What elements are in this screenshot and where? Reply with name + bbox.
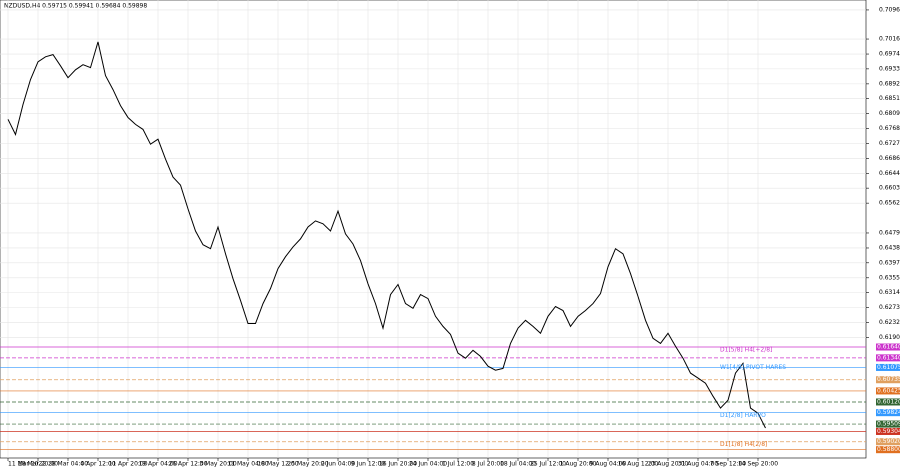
- plot-frame: [0, 0, 867, 459]
- x-tick-label: 24 Jun 04:00: [409, 461, 447, 468]
- x-tick-label: 9 Aug 04:00: [590, 461, 627, 468]
- x-tick-label: 25 May 20:00: [287, 461, 328, 468]
- x-tick-label: 1 Jul 12:00: [442, 461, 474, 468]
- price-box-label: 0.59509: [877, 421, 900, 428]
- price-box-label: 0.58800: [877, 446, 900, 453]
- price-box: [876, 427, 900, 435]
- x-tick-label: 8 Jul 20:00: [472, 461, 504, 468]
- y-tick-label: 0.70965: [879, 6, 900, 13]
- price-box: [876, 420, 900, 428]
- price-box: [876, 446, 900, 454]
- level-annotation: D1[2/8] HARVO: [720, 412, 766, 419]
- price-box-label: 0.59020: [877, 438, 900, 445]
- x-tick-label: 16 Jun 20:00: [379, 461, 417, 468]
- price-box-label: 0.60735: [877, 376, 900, 383]
- x-tick-label: 4 Apr 12:00: [80, 461, 115, 468]
- y-tick-label: 0.68095: [879, 110, 900, 117]
- x-tick-label: 18 May 12:00: [257, 461, 298, 468]
- price-box: [876, 363, 900, 371]
- y-tick-label: 0.61905: [879, 334, 900, 341]
- x-tick-label: 19 Apr 04:00: [138, 461, 177, 468]
- y-tick-label: 0.69335: [879, 65, 900, 72]
- y-tick-label: 0.69745: [879, 51, 900, 58]
- x-tick-label: 25 Jul 12:00: [530, 461, 566, 468]
- x-tick-label: 11 Mar 2022: [8, 461, 46, 468]
- y-tick-label: 0.64795: [879, 229, 900, 236]
- x-tick-label: 23 Aug 20:00: [648, 461, 689, 468]
- y-tick-label: 0.67685: [879, 125, 900, 132]
- price-box: [876, 387, 900, 395]
- x-tick-label: 28 Mar 04:00: [48, 461, 88, 468]
- x-tick-label: 11 May 04:00: [227, 461, 268, 468]
- price-box-label: 0.59304: [877, 428, 900, 435]
- y-tick-label: 0.63145: [879, 289, 900, 296]
- x-tick-label: 2 Jun 04:00: [321, 461, 355, 468]
- price-box-label: 0.61640: [877, 344, 900, 351]
- x-tick-label: 3 May 20:00: [199, 461, 237, 468]
- chart-title: NZDUSD,H4 0.59715 0.59941 0.59684 0.5989…: [4, 3, 147, 10]
- level-annotation: W1[4/8] PIVOT HARES: [720, 364, 786, 371]
- price-box: [876, 409, 900, 417]
- x-tick-label: 14 Sep 20:00: [738, 461, 778, 468]
- price-box-label: 0.60425: [877, 387, 900, 394]
- level-annotation: D1[1/8] H4[2/8]: [720, 441, 767, 448]
- y-tick-label: 0.63555: [879, 274, 900, 281]
- price-box: [876, 376, 900, 384]
- price-box-label: 0.59824: [877, 409, 900, 416]
- level-annotation: D1[5/8] H4[+2/8]: [720, 347, 772, 354]
- price-box: [876, 438, 900, 446]
- y-tick-label: 0.66445: [879, 170, 900, 177]
- y-tick-label: 0.66035: [879, 185, 900, 192]
- x-tick-label: 9 Jun 12:00: [351, 461, 385, 468]
- price-box-label: 0.61340: [877, 354, 900, 361]
- x-tick-label: 7 Sep 12:00: [710, 461, 746, 468]
- price-box: [876, 354, 900, 362]
- x-tick-label: 16 Aug 12:00: [618, 461, 659, 468]
- price-box-label: 0.60120: [877, 398, 900, 405]
- x-tick-label: 11 Apr 20:00: [108, 461, 147, 468]
- x-tick-label: 31 Aug 04:00: [678, 461, 719, 468]
- price-line: [7, 41, 766, 429]
- x-tick-label: 1 Aug 20:00: [560, 461, 597, 468]
- x-tick-label: 26 Apr 12:00: [168, 461, 207, 468]
- x-tick-label: 18 Mar 20:00: [18, 461, 58, 468]
- price-box-label: 0.61075: [877, 364, 900, 371]
- price-box: [876, 398, 900, 406]
- x-tick-label: 18 Jul 04:00: [500, 461, 536, 468]
- price-box: [876, 343, 900, 351]
